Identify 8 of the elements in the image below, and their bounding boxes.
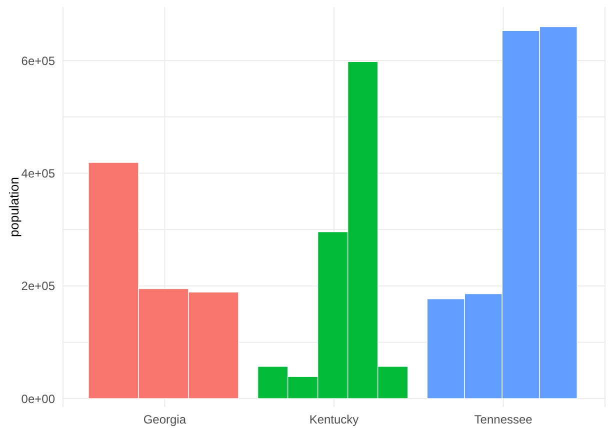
- y-tick-label: 6e+05: [21, 54, 56, 68]
- x-tick-label: Tennessee: [474, 412, 533, 427]
- y-tick-label: 4e+05: [21, 166, 56, 180]
- x-tick-label: Georgia: [143, 412, 186, 427]
- y-tick-label: 0e+00: [21, 392, 56, 406]
- y-axis-title: population: [6, 177, 22, 237]
- x-tick-label: Kentucky: [309, 412, 359, 427]
- y-tick-label: 2e+05: [21, 279, 56, 294]
